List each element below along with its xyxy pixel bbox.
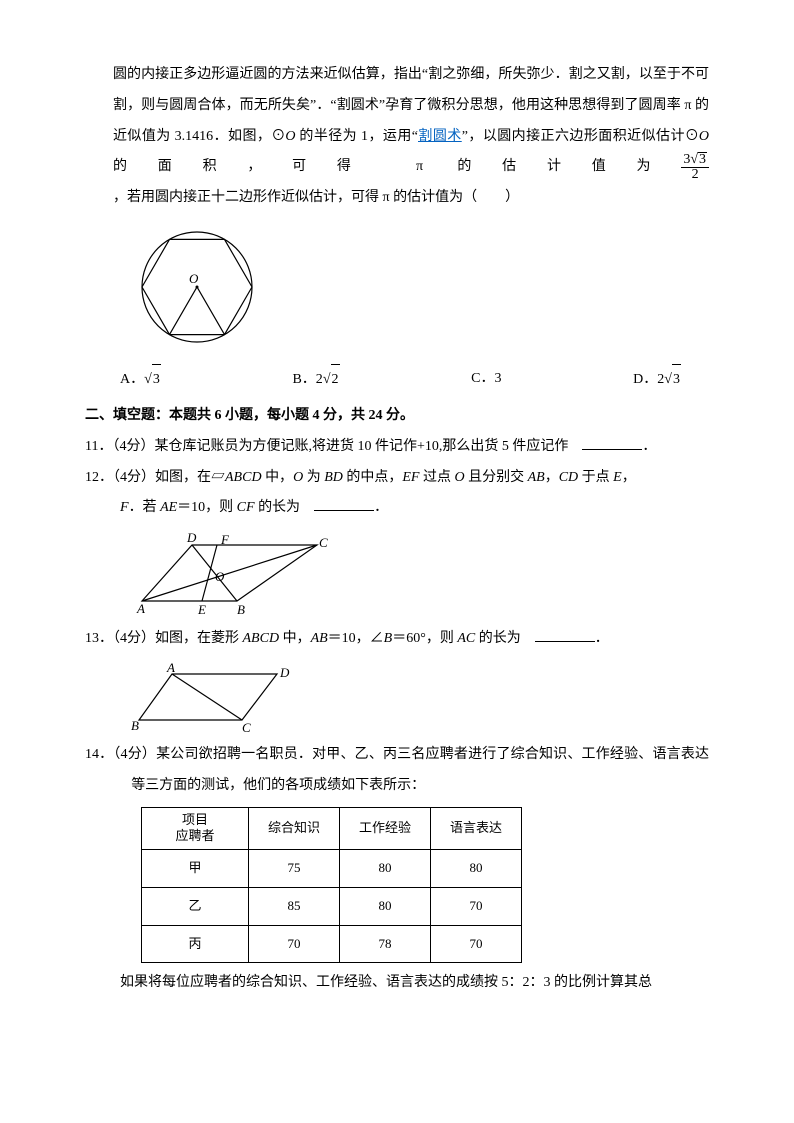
section-title: 二、填空题：本题共 6 小题，每小题 4 分，共 24 分。: [85, 401, 709, 432]
svg-text:O: O: [189, 271, 199, 286]
q13: 13．（4分）如图，在菱形 ABCD 中，AB＝10，∠B＝60°，则 AC 的…: [85, 624, 709, 655]
opt-b: B．22: [292, 364, 339, 396]
table-cell: 项目 应聘者: [142, 807, 249, 850]
q14: 14．（4分）某公司欲招聘一名职员．对甲、乙、丙三名应聘者进行了综合知识、工作经…: [85, 740, 709, 802]
question-text: 圆的内接正多边形逼近圆的方法来近似估算，指出“割之弥细，所失弥少．割之又割，以至…: [85, 60, 709, 214]
hexagon-diagram: O: [127, 219, 267, 359]
table-cell: 80: [340, 887, 431, 925]
parallelogram-diagram: A E B D F C O: [127, 529, 337, 619]
table-cell: 甲: [142, 850, 249, 888]
q12-cont: F．若 AE＝10，则 CF 的长为 ．: [85, 493, 709, 524]
table-cell: 75: [249, 850, 340, 888]
table-cell: 工作经验: [340, 807, 431, 850]
table-cell: 丙: [142, 925, 249, 963]
table-cell: 语言表达: [431, 807, 522, 850]
options-row: A．3 B．22 C．3 D．23: [85, 364, 709, 396]
svg-text:A: A: [166, 660, 175, 675]
svg-text:D: D: [186, 530, 197, 545]
opt-a: A．3: [120, 364, 161, 396]
table-cell: 70: [431, 925, 522, 963]
opt-d: D．23: [633, 364, 681, 396]
scores-table: 项目 应聘者 综合知识 工作经验 语言表达 甲 75 80 80 乙 85 80…: [141, 807, 522, 964]
q14-after: 如果将每位应聘者的综合知识、工作经验、语言表达的成绩按 5：2：3 的比例计算其…: [85, 968, 709, 999]
svg-text:C: C: [242, 720, 251, 735]
table-cell: 78: [340, 925, 431, 963]
table-cell: 80: [340, 850, 431, 888]
rhombus-diagram: A D B C: [127, 660, 307, 735]
svg-text:E: E: [197, 602, 206, 617]
svg-text:D: D: [279, 665, 290, 680]
svg-text:O: O: [215, 569, 225, 584]
svg-text:B: B: [131, 718, 139, 733]
q11: 11．（4分）某仓库记账员为方便记账,将进货 10 件记作+10,那么出货 5 …: [85, 432, 709, 463]
table-cell: 80: [431, 850, 522, 888]
q12: 12．（4分）如图，在▱ABCD 中，O 为 BD 的中点，EF 过点 O 且分…: [85, 463, 709, 494]
svg-text:A: A: [136, 601, 145, 616]
svg-text:B: B: [237, 602, 245, 617]
svg-text:C: C: [319, 535, 328, 550]
opt-c: C．3: [471, 364, 501, 396]
table-cell: 乙: [142, 887, 249, 925]
table-cell: 综合知识: [249, 807, 340, 850]
link-method[interactable]: 割圆术: [418, 129, 462, 144]
table-cell: 85: [249, 887, 340, 925]
table-cell: 70: [431, 887, 522, 925]
svg-text:F: F: [220, 532, 230, 547]
table-cell: 70: [249, 925, 340, 963]
